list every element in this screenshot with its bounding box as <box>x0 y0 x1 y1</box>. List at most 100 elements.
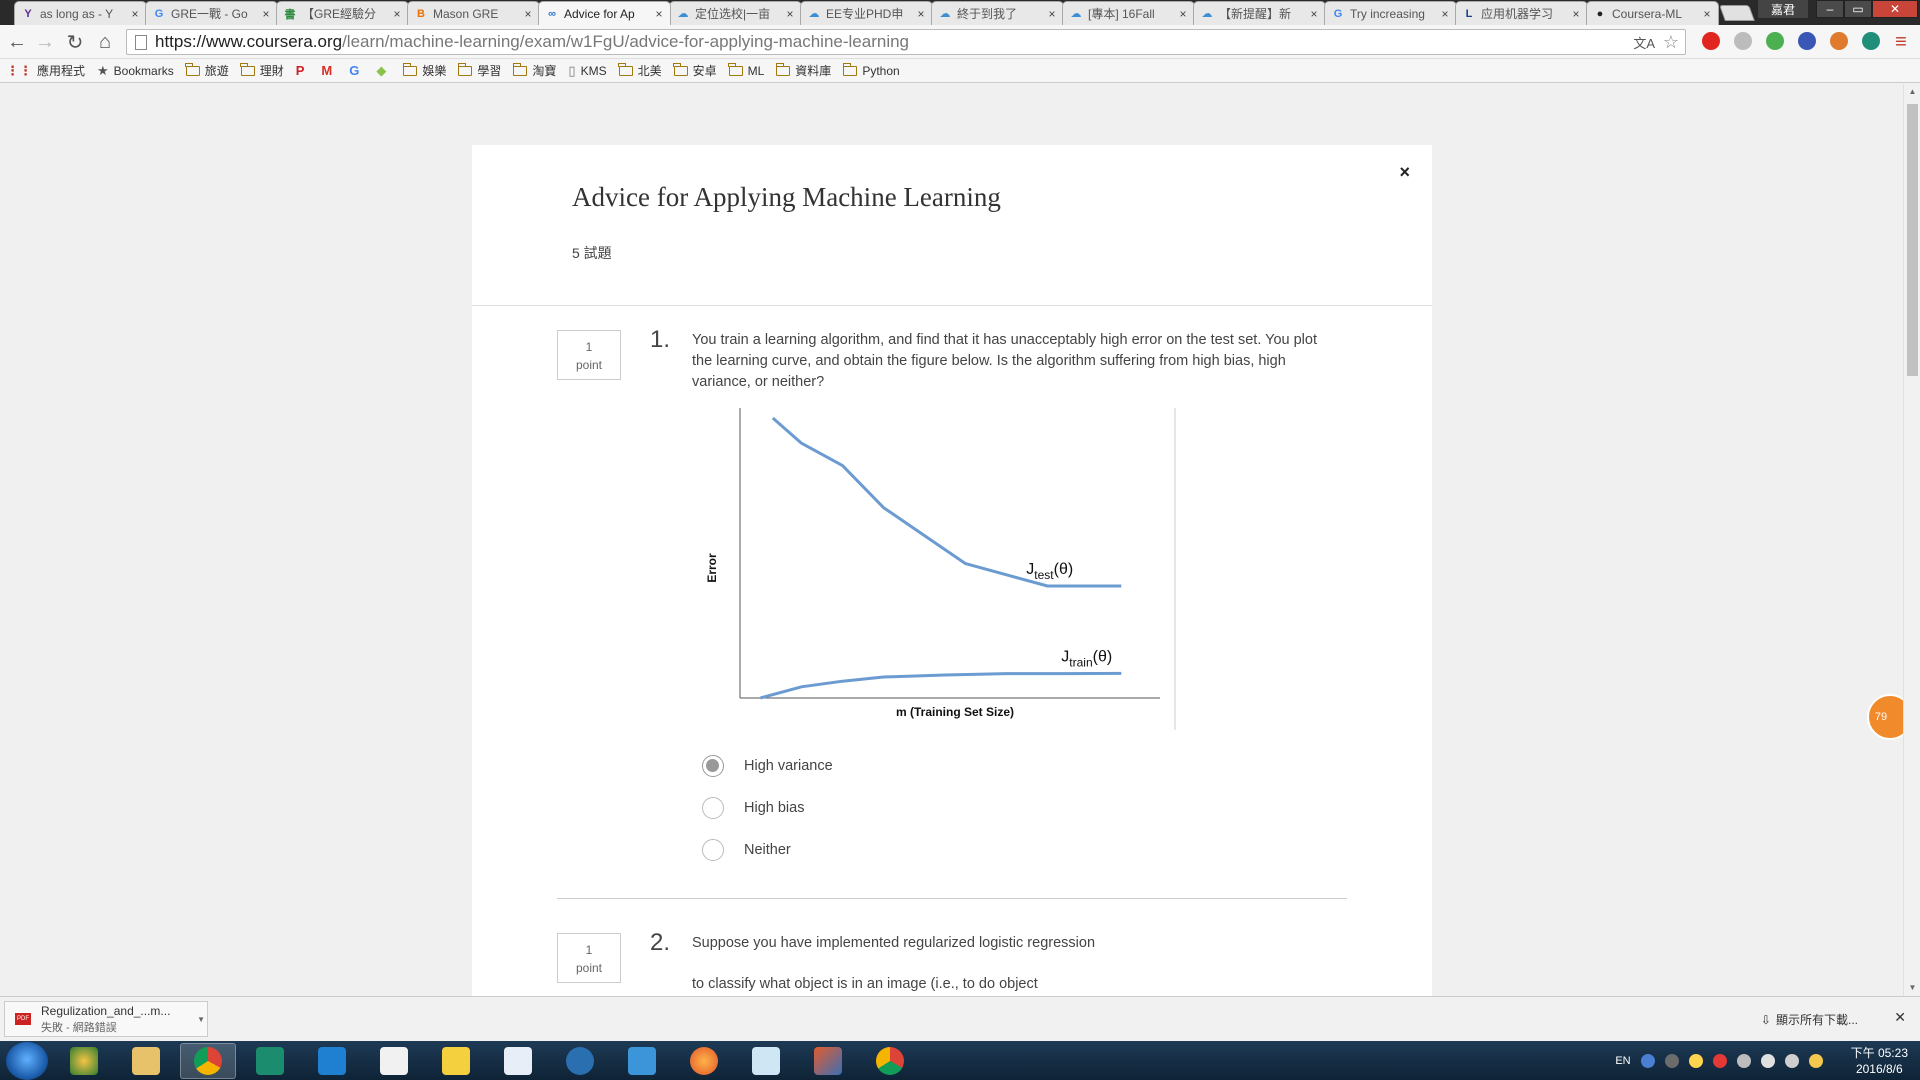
flag-icon[interactable] <box>1712 1053 1727 1068</box>
back-button[interactable]: ← <box>7 30 27 53</box>
bookmark-item[interactable]: Python <box>842 62 900 78</box>
tab-close-icon[interactable]: × <box>1310 6 1318 21</box>
pen-icon[interactable] <box>1664 1053 1679 1068</box>
bookmark-item[interactable]: P <box>296 63 310 78</box>
bookmark-star-icon[interactable]: ☆ <box>1662 31 1679 52</box>
edit-app-icon[interactable] <box>490 1043 546 1079</box>
maximize-button[interactable]: ▭ <box>1844 0 1872 18</box>
tab-close-icon[interactable]: × <box>1179 6 1187 21</box>
new-tab-button[interactable] <box>1719 5 1755 21</box>
tab-close-icon[interactable]: × <box>1441 6 1449 21</box>
bookmark-item[interactable]: ◆ <box>376 63 391 79</box>
tab-close-icon[interactable]: × <box>262 6 270 21</box>
tab-close-icon[interactable]: × <box>393 6 401 21</box>
tray-app-icon[interactable] <box>1688 1053 1703 1068</box>
language-indicator[interactable]: EN <box>1615 1054 1631 1067</box>
close-window-button[interactable]: ✕ <box>1872 0 1918 18</box>
search-app-icon[interactable] <box>552 1043 608 1079</box>
tab-close-icon[interactable]: × <box>131 6 139 21</box>
network-app-icon[interactable] <box>614 1043 670 1079</box>
notes-app-icon[interactable] <box>428 1043 484 1079</box>
bookmark-item[interactable]: 安卓 <box>673 62 717 79</box>
bookmark-item[interactable]: 資料庫 <box>775 62 831 79</box>
bookmark-item[interactable]: ▯ KMS <box>568 63 606 79</box>
close-shelf-icon[interactable]: ✕ <box>1894 1009 1906 1025</box>
bookmark-item[interactable]: ★ Bookmarks <box>97 63 174 79</box>
wifi-icon[interactable] <box>1784 1053 1799 1068</box>
forward-button[interactable]: → <box>35 30 55 53</box>
bookmark-item[interactable]: 娛樂 <box>402 62 446 79</box>
bookmark-item[interactable]: ⋮⋮ 應用程式 <box>6 62 85 79</box>
browser-tab[interactable]: ☁ 【新提醒】新 × <box>1193 1 1326 25</box>
tab-close-icon[interactable]: × <box>655 6 663 21</box>
lightbulb-extension-icon[interactable] <box>1734 32 1752 50</box>
clock[interactable]: 下午 05:23 2016/8/6 <box>1851 1045 1908 1077</box>
chevron-down-icon[interactable]: ▼ <box>197 1014 205 1024</box>
browser-tab[interactable]: G Try increasing × <box>1324 1 1457 25</box>
tab-close-icon[interactable]: × <box>524 6 532 21</box>
tab-close-icon[interactable]: × <box>917 6 925 21</box>
tab-close-icon[interactable]: × <box>786 6 794 21</box>
ubuntu-icon[interactable] <box>676 1043 732 1079</box>
browser-tab[interactable]: ∞ Advice for Ap × <box>538 1 671 25</box>
option-high-bias[interactable]: High bias <box>702 797 804 819</box>
address-bar[interactable]: https://www.coursera.org/learn/machine-l… <box>126 29 1686 55</box>
reload-button[interactable]: ↻ <box>66 31 84 54</box>
hspui-icon[interactable] <box>242 1043 298 1079</box>
bookmark-item[interactable]: 淘寶 <box>512 62 556 79</box>
bookmark-item[interactable]: ML <box>728 62 764 78</box>
show-all-downloads-link[interactable]: ⇩ 顯示所有下載... <box>1761 1011 1858 1028</box>
home-button[interactable]: ⌂ <box>98 30 112 53</box>
browser-tab[interactable]: ● Coursera-ML × <box>1586 1 1719 25</box>
profile-button[interactable]: 嘉君 <box>1758 0 1808 18</box>
taskbar-app-icon[interactable] <box>56 1043 112 1079</box>
notepad-icon[interactable] <box>738 1043 794 1079</box>
bookmark-item[interactable]: G <box>349 63 364 78</box>
bookmark-item[interactable]: 旅遊 <box>185 62 229 79</box>
browser-tab[interactable]: B Mason GRE × <box>407 1 540 25</box>
check-extension-icon[interactable] <box>1766 32 1784 50</box>
radio-high-bias[interactable] <box>702 797 724 819</box>
download-item[interactable]: PDF Regulization_and_...m... 失敗 - 網路錯誤 ▼ <box>4 1001 208 1037</box>
browser-tab[interactable]: 書【GRE經驗分 × <box>276 1 409 25</box>
matlab-icon[interactable] <box>800 1043 856 1079</box>
file-explorer-icon[interactable] <box>118 1043 174 1079</box>
network-icon[interactable] <box>1736 1053 1751 1068</box>
page-scrollbar[interactable]: ▲ ▼ <box>1903 84 1920 996</box>
option-high-variance[interactable]: High variance <box>702 755 833 777</box>
radio-neither[interactable] <box>702 839 724 861</box>
menu-icon[interactable]: ≡ <box>1895 30 1907 53</box>
translate-icon[interactable]: 文A <box>1633 35 1655 51</box>
browser-tab[interactable]: ☁ 終于到我了 × <box>931 1 1064 25</box>
globe-extension-icon[interactable] <box>1798 32 1816 50</box>
option-neither[interactable]: Neither <box>702 839 791 861</box>
opera-extension-icon[interactable] <box>1702 32 1720 50</box>
bookmark-item[interactable]: 北美 <box>618 62 662 79</box>
tab-close-icon[interactable]: × <box>1048 6 1056 21</box>
tab-close-icon[interactable]: × <box>1703 6 1711 21</box>
browser-tab[interactable]: ☁ [專本] 16Fall × <box>1062 1 1195 25</box>
scrollbar-thumb[interactable] <box>1907 104 1918 376</box>
floating-badge[interactable]: 79 <box>1867 694 1903 740</box>
scroll-up-icon[interactable]: ▲ <box>1908 87 1917 96</box>
start-button[interactable] <box>6 1042 48 1080</box>
help-icon[interactable] <box>1640 1053 1655 1068</box>
close-quiz-button[interactable]: × <box>1399 162 1410 182</box>
browser-tab[interactable]: ☁ 定位选校|一亩 × <box>669 1 802 25</box>
sigma-app-icon[interactable] <box>304 1043 360 1079</box>
minimize-button[interactable]: – <box>1816 0 1844 18</box>
arc-extension-icon[interactable] <box>1830 32 1848 50</box>
volume-icon[interactable] <box>1760 1053 1775 1068</box>
browser-tab[interactable]: ☁ EE专业PHD申 × <box>800 1 933 25</box>
bookmark-item[interactable]: 理財 <box>240 62 284 79</box>
sync-extension-icon[interactable] <box>1862 32 1880 50</box>
bookmark-item[interactable]: 學習 <box>457 62 501 79</box>
tab-close-icon[interactable]: × <box>1572 6 1580 21</box>
scroll-down-icon[interactable]: ▼ <box>1908 983 1917 992</box>
browser-tab[interactable]: G GRE一戰 - Go × <box>145 1 278 25</box>
media-player-icon[interactable] <box>366 1043 422 1079</box>
radio-high-variance[interactable] <box>702 755 724 777</box>
weather-icon[interactable] <box>1808 1053 1823 1068</box>
chrome-icon[interactable] <box>180 1043 236 1079</box>
